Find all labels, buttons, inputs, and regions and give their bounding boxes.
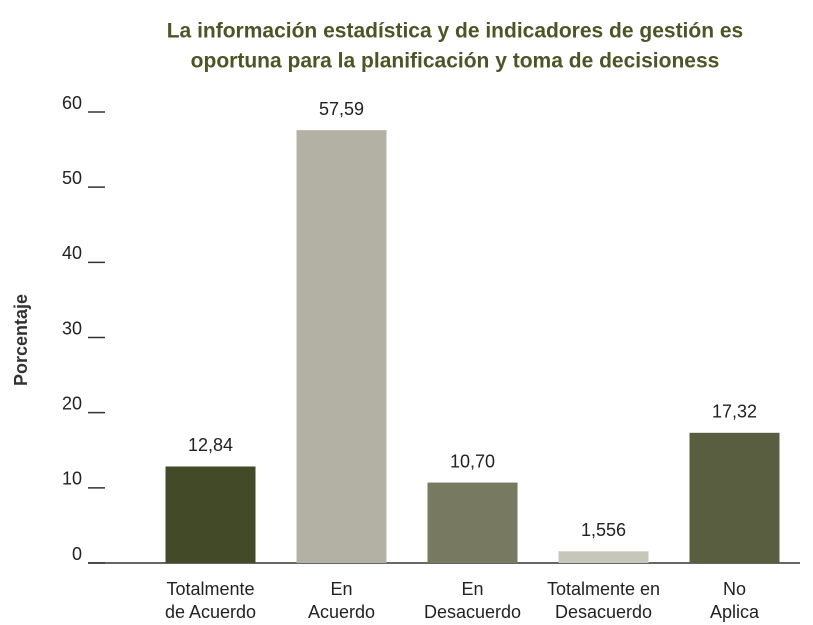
x-tick-label: Totalmente en — [547, 579, 660, 599]
x-tick-label: de Acuerdo — [165, 602, 256, 622]
chart-title: La información estadística y de indicado… — [167, 20, 744, 43]
y-tick-label: 20 — [62, 393, 82, 413]
bar — [296, 130, 387, 563]
x-tick-label: Totalmente — [166, 579, 254, 599]
chart-title: oportuna para la planificación y toma de… — [191, 50, 720, 73]
x-tick-label: No — [723, 579, 746, 599]
bar — [689, 432, 780, 563]
value-label: 12,84 — [188, 435, 233, 455]
y-tick-label: 0 — [72, 544, 82, 564]
y-tick-label: 60 — [62, 93, 82, 113]
x-tick-label: Desacuerdo — [424, 602, 521, 622]
y-axis-label: Porcentaje — [11, 294, 31, 386]
x-tick-label: Aplica — [710, 602, 760, 622]
y-tick-label: 30 — [62, 318, 82, 338]
value-label: 57,59 — [319, 99, 364, 119]
y-tick-label: 40 — [62, 243, 82, 263]
value-label: 1,556 — [581, 520, 626, 540]
value-label: 10,70 — [450, 451, 495, 471]
x-tick-label: En — [461, 579, 483, 599]
x-tick-label: En — [330, 579, 352, 599]
x-tick-label: Acuerdo — [308, 602, 375, 622]
x-tick-label: Desacuerdo — [555, 602, 652, 622]
bar — [427, 482, 518, 563]
y-tick-label: 50 — [62, 168, 82, 188]
bar — [558, 551, 649, 563]
value-label: 17,32 — [712, 402, 757, 422]
y-tick-label: 10 — [62, 469, 82, 489]
bar — [165, 466, 256, 563]
